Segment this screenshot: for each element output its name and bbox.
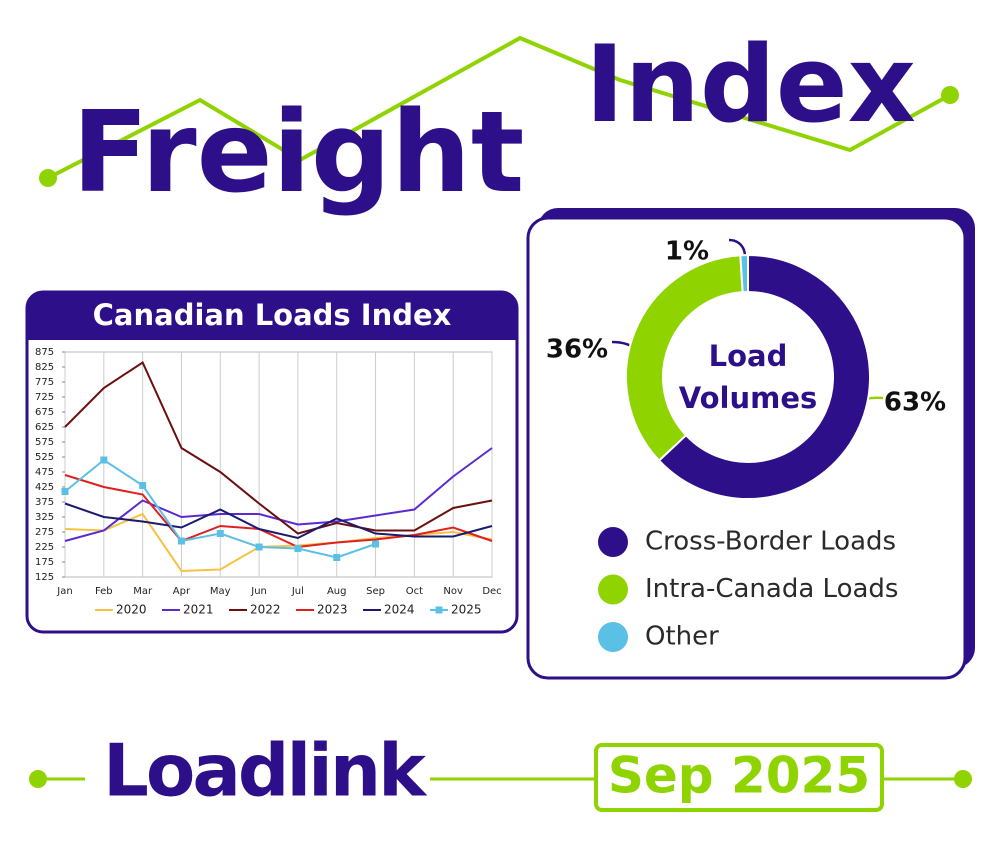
point-marker [372,540,380,548]
legend-swatch [598,574,628,605]
legend-label: 2024 [384,603,415,617]
point-marker [333,554,341,561]
donut-segment [657,253,871,500]
x-tick-label: Mar [133,586,153,597]
series-line [64,502,493,540]
y-tick-label: 525 [35,452,54,463]
date-box [594,743,884,812]
legend-marker [435,606,443,614]
legend-label: Cross-Border Loads [645,527,896,557]
value-label: 36% [546,335,608,365]
y-tick-label: 375 [35,497,54,508]
y-tick-label: 875 [35,347,54,358]
y-tick-label: 625 [35,422,54,433]
y-tick-label: 275 [35,527,54,538]
point-marker [100,456,108,464]
x-tick-label: Jan [56,586,72,597]
y-tick-label: 175 [35,557,54,568]
y-tick-label: 725 [35,392,54,403]
y-tick-label: 825 [35,362,54,373]
point-marker [255,543,263,551]
x-tick-label: Apr [173,586,191,597]
y-tick-label: 325 [35,512,54,523]
x-tick-label: Nov [443,586,463,597]
x-tick-label: Sep [366,586,385,597]
series-line [64,474,493,549]
value-label: 1% [665,237,709,267]
x-tick-label: Jun [250,586,267,597]
x-tick-label: Feb [95,586,113,597]
y-tick-label: 775 [35,377,54,388]
point-marker [177,537,185,545]
legend-label: 2023 [317,603,348,617]
point-marker [61,488,69,495]
donut-segment [739,253,749,294]
header-word: Index [585,23,916,146]
plot-area [64,351,493,578]
point-marker [216,530,224,537]
dot [941,86,959,104]
header-word: Freight [72,88,524,218]
x-tick-label: May [210,586,231,597]
x-tick-label: Dec [482,586,501,597]
x-tick-label: Aug [327,586,347,597]
x-tick-label: Jul [291,586,304,597]
brand-logo: Loadlink [103,729,428,813]
card-header [27,292,517,340]
chart-title: Canadian Loads Index [93,298,452,332]
y-tick-label: 675 [35,407,54,418]
dot [29,770,47,788]
series-line [64,361,493,535]
x-tick-label: Oct [406,586,423,597]
header-decoration [47,35,951,180]
legend-label: 2025 [451,603,482,617]
legend-swatch [598,622,628,652]
dot [39,169,57,187]
y-tick-label: 125 [35,572,54,583]
point-marker [139,482,147,489]
dot [954,770,972,788]
value-label: 63% [884,388,946,418]
legend-label: Other [645,622,719,652]
y-tick-label: 425 [35,482,54,493]
donut-title: Load Volumes [678,339,818,415]
date: Sep 2025 [608,747,870,805]
legend-swatch [598,527,628,557]
legend-label: 2021 [183,603,214,617]
y-tick-label: 475 [35,467,54,478]
y-tick-label: 225 [35,542,54,553]
legend-label: 2020 [116,603,147,617]
y-tick-label: 575 [35,437,54,448]
legend-label: Intra-Canada Loads [645,574,898,604]
legend-label: 2022 [250,603,281,617]
point-marker [294,545,302,552]
